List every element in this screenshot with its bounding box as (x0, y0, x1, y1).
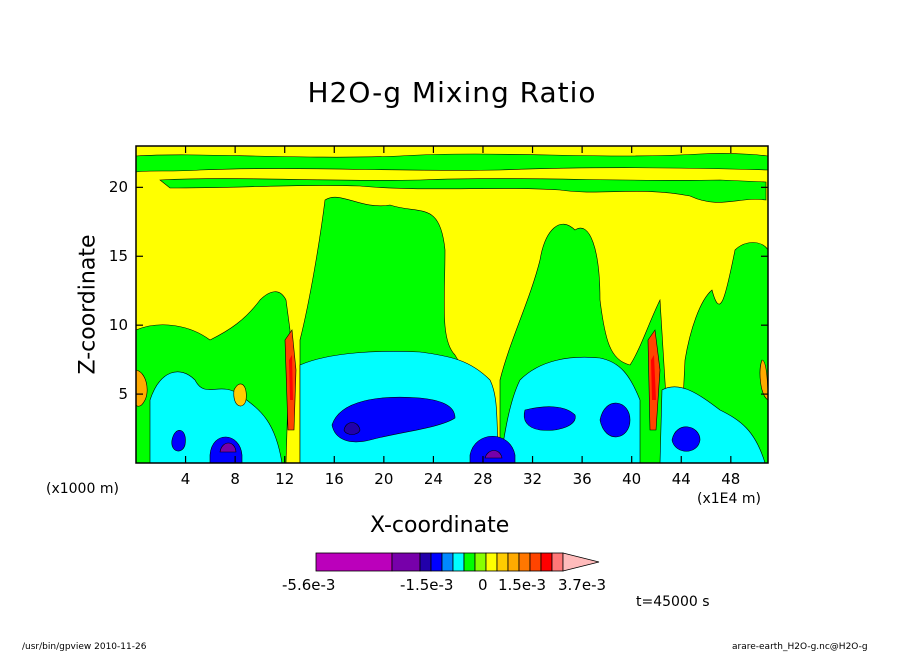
colorbar-swatch (529, 552, 542, 572)
colorbar-swatch (452, 552, 465, 572)
x-tick-label: 28 (473, 470, 493, 488)
colorbar-label: 1.5e-3 (498, 576, 547, 594)
x-tick-label: 12 (275, 470, 295, 488)
y-tick-label: 5 (118, 385, 128, 404)
colorbar-extend-arrow (562, 552, 600, 572)
colorbar-swatch (507, 552, 520, 572)
colorbar-swatch (518, 552, 531, 572)
x-tick-label: 24 (423, 470, 443, 488)
colorbar-swatch (441, 552, 454, 572)
contour-fill (136, 146, 768, 463)
x-tick-label: 16 (324, 470, 344, 488)
colorbar-swatch (419, 552, 432, 572)
colorbar-swatch (496, 552, 509, 572)
plot-frame (135, 145, 769, 464)
colorbar-label: -1.5e-3 (400, 576, 454, 594)
y-axis-label: Z-coordinate (75, 234, 101, 375)
y-tick-label: 20 (108, 178, 128, 197)
colorbar-swatch (474, 552, 487, 572)
colorbar-label: -5.6e-3 (282, 576, 336, 594)
x-tick-label: 4 (180, 470, 191, 488)
colorbar-swatch (315, 552, 393, 572)
colorbar-swatch (430, 552, 443, 572)
colorbar-swatch (391, 552, 421, 572)
y-tick-label: 10 (108, 316, 128, 335)
colorbar-label: 3.7e-3 (558, 576, 607, 594)
chart-title: H2O-g Mixing Ratio (307, 76, 597, 109)
footer-right: arare-earth_H2O-g.nc@H2O-g (732, 642, 868, 652)
x-unit-left: (x1000 m) (46, 481, 119, 497)
colorbar-swatch (540, 552, 553, 572)
x-tick-label: 40 (622, 470, 642, 488)
x-tick-label: 8 (230, 470, 240, 488)
time-label: t=45000 s (636, 594, 710, 610)
colorbar (315, 552, 600, 572)
colorbar-swatch (485, 552, 498, 572)
x-tick-label: 20 (374, 470, 394, 488)
x-tick-label: 32 (523, 470, 543, 488)
x-axis-label: X-coordinate (370, 513, 510, 538)
x-unit-right: (x1E4 m) (697, 491, 761, 507)
x-tick-label: 44 (671, 470, 691, 488)
colorbar-swatch (463, 552, 476, 572)
x-tick-label: 48 (721, 470, 741, 488)
y-tick-label: 15 (108, 247, 128, 266)
x-tick-label: 36 (572, 470, 592, 488)
axis-ticks (136, 146, 768, 463)
colorbar-label: 0 (478, 576, 488, 594)
footer-left: /usr/bin/gpview 2010-11-26 (22, 642, 147, 652)
colorbar-swatch (551, 552, 564, 572)
